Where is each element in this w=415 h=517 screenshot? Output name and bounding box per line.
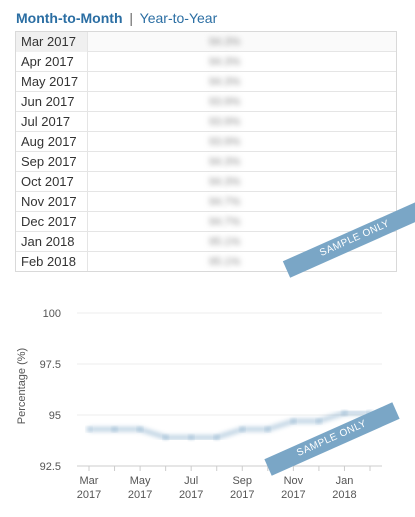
month-cell: Jun 2017 — [16, 92, 88, 112]
month-cell: Aug 2017 — [16, 132, 88, 152]
data-table: Mar 2017 94.3% Apr 2017 94.3% May 2017 94.3% J… — [15, 31, 397, 272]
value-cell: 93.9% — [209, 136, 241, 148]
x-tick-label-month: Jul — [184, 475, 198, 487]
month-cell: Nov 2017 — [16, 192, 88, 212]
value-cell: 94.3% — [209, 176, 241, 188]
data-point — [162, 434, 169, 441]
x-tick-label-year: 2017 — [230, 489, 254, 501]
x-tick-label-year: 2017 — [281, 489, 305, 501]
tab-month-to-month[interactable]: Month-to-Month — [16, 10, 123, 26]
value-cell: 95.1% — [209, 236, 241, 248]
y-tick-label: 97.5 — [40, 359, 61, 371]
table-row: Apr 2017 94.3% — [16, 52, 396, 72]
x-tick-label-year: 2017 — [179, 489, 203, 501]
table-row: Mar 2017 94.3% — [16, 32, 396, 52]
series-line — [89, 410, 370, 440]
line-chart: 100 97.5 95 92.5 Mar 2017 May 2017 Jul 2017 Sep 201… — [40, 308, 382, 501]
x-tick-label-month: Mar — [80, 475, 99, 487]
value-cell: 94.3% — [209, 36, 241, 48]
month-cell: Sep 2017 — [16, 152, 88, 172]
value-cell: 94.3% — [209, 76, 241, 88]
y-tick-label: 92.5 — [40, 461, 61, 473]
data-point — [188, 434, 195, 441]
value-cell: 94.7% — [209, 216, 241, 228]
table-row: Sep 2017 94.3% — [16, 152, 396, 172]
month-cell: Mar 2017 — [16, 32, 88, 52]
y-tick-label: 95 — [49, 410, 61, 422]
value-cell: 94.3% — [209, 56, 241, 68]
x-tick-label-month: Sep — [232, 475, 252, 487]
data-point — [137, 426, 144, 433]
value-cell: 93.9% — [209, 116, 241, 128]
month-cell: Feb 2018 — [16, 252, 88, 271]
x-tick-label-year: 2017 — [128, 489, 152, 501]
data-point — [213, 434, 220, 441]
month-cell: Jul 2017 — [16, 112, 88, 132]
x-tick-label-year: 2018 — [332, 489, 356, 501]
month-cell: Apr 2017 — [16, 52, 88, 72]
value-cell: 95.1% — [209, 256, 241, 268]
x-tick-label-month: May — [130, 475, 151, 487]
x-tick-label-year: 2017 — [77, 489, 101, 501]
table-row: Dec 2017 94.7% — [16, 212, 396, 232]
y-tick-label: 100 — [43, 308, 61, 320]
value-cell: 94.7% — [209, 196, 241, 208]
tab-separator: | — [129, 10, 134, 26]
data-point — [290, 418, 297, 425]
table-row: Jul 2017 93.9% — [16, 112, 396, 132]
data-point — [239, 426, 246, 433]
table-row: May 2017 94.3% — [16, 72, 396, 92]
data-point — [315, 418, 322, 425]
table-row: Oct 2017 94.3% — [16, 172, 396, 192]
tab-year-to-year[interactable]: Year-to-Year — [139, 10, 218, 26]
data-point — [86, 426, 92, 433]
data-point — [111, 426, 118, 433]
y-axis-label: Percentage (%) — [16, 347, 28, 425]
value-cell: 94.3% — [209, 156, 241, 168]
value-cell: 93.9% — [209, 96, 241, 108]
month-cell: Dec 2017 — [16, 212, 88, 232]
table-row: Jun 2017 93.9% — [16, 92, 396, 112]
month-cell: May 2017 — [16, 72, 88, 92]
table-row: Jan 2018 95.1% — [16, 232, 396, 252]
data-point — [341, 409, 348, 416]
x-tick-label-month: Nov — [284, 475, 304, 487]
data-point — [264, 426, 271, 433]
x-tick-label-month: Jan — [336, 475, 354, 487]
month-cell: Oct 2017 — [16, 172, 88, 192]
table-row: Aug 2017 93.9% — [16, 132, 396, 152]
table-row: Nov 2017 94.7% — [16, 192, 396, 212]
month-cell: Jan 2018 — [16, 232, 88, 252]
view-toggle: Month-to-Month | Year-to-Year — [16, 10, 217, 26]
table-row: Feb 2018 95.1% — [16, 252, 396, 271]
